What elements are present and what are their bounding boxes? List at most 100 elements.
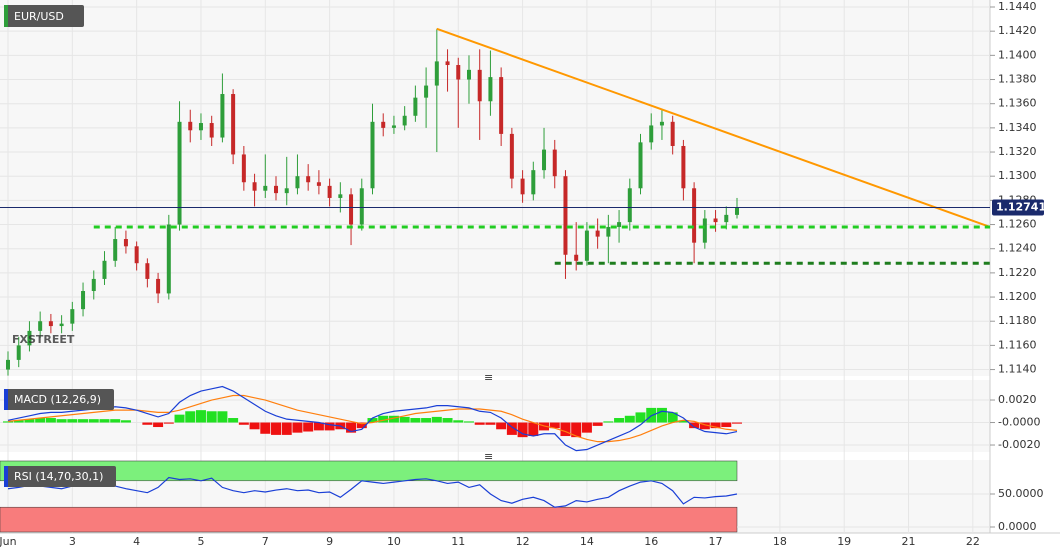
histogram-bar (528, 422, 539, 437)
histogram-bar (667, 412, 678, 423)
candle-body (306, 176, 311, 183)
candle-body (520, 178, 525, 195)
candle-body (434, 61, 439, 86)
candle-body (531, 170, 536, 195)
histogram-bar (153, 422, 164, 428)
candle-body (381, 121, 386, 128)
histogram-bar (571, 422, 582, 438)
histogram-bar (120, 420, 131, 423)
histogram-bar (142, 422, 153, 425)
panel-grip: ≡ (484, 450, 493, 463)
histogram-bar (45, 418, 56, 423)
histogram-bar (378, 415, 389, 423)
y-tick-label: 1.1380 (998, 73, 1037, 86)
histogram-bar (421, 418, 432, 423)
title-accent (4, 466, 8, 487)
candle-body (456, 65, 461, 80)
y-tick-label: 1.1300 (998, 169, 1037, 182)
candle-body (359, 188, 364, 225)
overbought-zone (0, 460, 738, 482)
y-tick-label: 1.1420 (998, 24, 1037, 37)
price-panel (0, 0, 990, 376)
signal-line (7, 394, 738, 443)
histogram-bar (195, 410, 206, 423)
candle-body (649, 125, 654, 143)
candle-body (113, 239, 118, 261)
x-tick-label: 17 (709, 535, 723, 548)
candle-body (466, 69, 471, 80)
candle-body (252, 182, 257, 191)
histogram-bar (581, 422, 592, 433)
histogram-bar (238, 422, 249, 425)
candle-body (424, 85, 429, 98)
candle-body (295, 176, 300, 189)
histogram-bar (206, 411, 217, 423)
x-tick-label: 16 (644, 535, 658, 548)
candle-body (102, 260, 107, 279)
candle-body (38, 321, 43, 331)
chart-title: EUR/USD (14, 10, 64, 23)
candle-body (70, 309, 75, 324)
candle-body (659, 121, 664, 126)
title-accent (4, 5, 8, 27)
y-tick-label: 50.0000 (998, 487, 1044, 500)
x-tick-label: 18 (773, 535, 787, 548)
candle-body (638, 142, 643, 189)
rsi-line (7, 476, 738, 508)
x-tick-label: 14 (580, 535, 594, 548)
histogram-bar (624, 415, 635, 423)
x-tick-label: 11 (451, 535, 465, 548)
histogram-bar (710, 422, 721, 429)
histogram-bar (656, 407, 667, 423)
candle-body (627, 188, 632, 223)
x-tick-label: 21 (902, 535, 916, 548)
histogram-bar (592, 422, 603, 426)
histogram-bar (678, 420, 689, 423)
histogram-bar (517, 422, 528, 438)
histogram-bar (174, 414, 185, 423)
candle-body (81, 291, 86, 310)
candle-body (584, 230, 589, 261)
x-tick-label: 7 (262, 535, 269, 548)
candle-body (316, 182, 321, 186)
plot-layer: Jun 3 4 5 7 9 10 11 12 14 16 17 18 19 21 22 1.1140 1.1160… (0, 0, 1044, 548)
y-tick-label: 1.1240 (998, 242, 1037, 255)
candle-body (681, 145, 686, 189)
histogram-bar (292, 422, 303, 433)
candle-body (274, 185, 279, 194)
candle-body (241, 154, 246, 183)
candle-body (338, 194, 343, 198)
candle-body (574, 254, 579, 261)
histogram-bar (271, 422, 282, 435)
x-tick-label: 5 (197, 535, 204, 548)
candle-body (177, 121, 182, 225)
x-tick-label: 19 (837, 535, 851, 548)
candle-body (509, 133, 514, 179)
candle-body (188, 121, 193, 131)
y-tick-label: 1.1220 (998, 266, 1037, 279)
trendline (436, 27, 991, 228)
histogram-bar (324, 422, 335, 431)
last-price-label: 1.12741 (996, 201, 1046, 214)
candle-body (134, 246, 139, 264)
histogram-bar (560, 422, 571, 437)
candle-body (220, 94, 225, 138)
candle-body (488, 77, 493, 102)
candle-body (123, 239, 128, 247)
histogram-bar (217, 411, 228, 423)
macd-title: MACD (12,26,9) (14, 393, 101, 406)
candle-body (606, 226, 611, 237)
candle-body (552, 149, 557, 177)
y-tick-label: 0.0000 (998, 520, 1037, 533)
histogram-bar (228, 418, 239, 423)
y-tick-label: 0.0020 (998, 393, 1037, 406)
candle-body (59, 323, 64, 327)
histogram-bar (78, 419, 89, 423)
panel-grip: ≡ (484, 371, 493, 384)
candle-body (284, 188, 289, 194)
histogram-bar (699, 422, 710, 430)
histogram-bar (453, 420, 464, 423)
last-price-box (992, 199, 1044, 216)
candle-body (713, 218, 718, 223)
histogram-bar (399, 416, 410, 423)
